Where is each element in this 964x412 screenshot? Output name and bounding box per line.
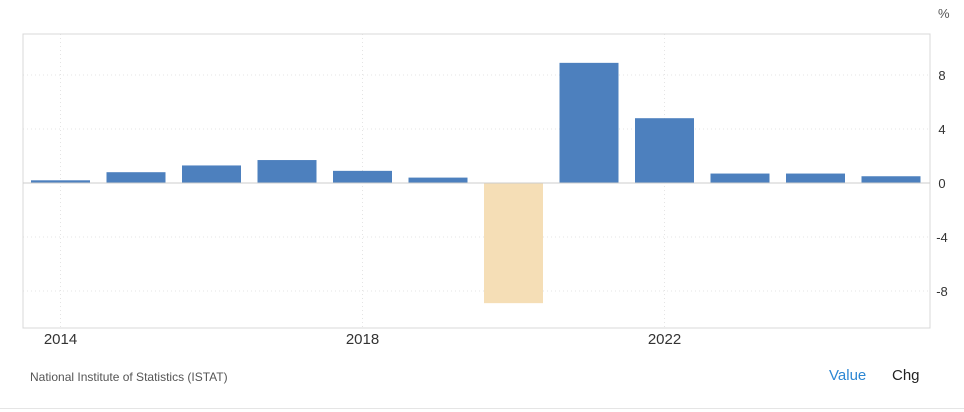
plot-frame <box>22 33 931 329</box>
bar-2023[interactable] <box>710 173 770 183</box>
y-tick-label: -4 <box>936 230 948 245</box>
bar-2016[interactable] <box>182 165 241 183</box>
bar-2025[interactable] <box>861 176 921 183</box>
bar-2014[interactable] <box>31 180 90 183</box>
y-tick-label: 4 <box>938 122 945 137</box>
bars <box>23 62 930 304</box>
bar-2021[interactable] <box>559 62 619 183</box>
y-axis-ticks: 8 4 0 -4 -8 <box>936 68 948 299</box>
source-label: National Institute of Statistics (ISTAT) <box>30 370 228 384</box>
bar-2017[interactable] <box>257 160 317 183</box>
bar-2022[interactable] <box>635 118 694 183</box>
y-tick-label: -8 <box>936 284 948 299</box>
x-tick-label: 2022 <box>648 331 681 348</box>
bar-2020[interactable] <box>484 183 543 304</box>
bar-2015[interactable] <box>106 172 166 183</box>
value-toggle-button[interactable]: Value <box>829 367 867 384</box>
bar-2018[interactable] <box>333 170 392 183</box>
x-tick-label: 2018 <box>346 331 379 348</box>
y-tick-label: 8 <box>938 68 945 83</box>
bottom-divider <box>0 408 964 409</box>
x-axis-ticks: 2014 2018 2022 <box>44 331 681 348</box>
chg-toggle-button[interactable]: Chg <box>892 367 920 384</box>
bar-2024[interactable] <box>786 173 845 183</box>
x-tick-label: 2014 <box>44 331 77 348</box>
y-tick-label: 0 <box>938 176 945 191</box>
y-axis-unit: % <box>938 6 950 21</box>
grid <box>23 34 930 328</box>
bar-2019[interactable] <box>408 177 468 183</box>
